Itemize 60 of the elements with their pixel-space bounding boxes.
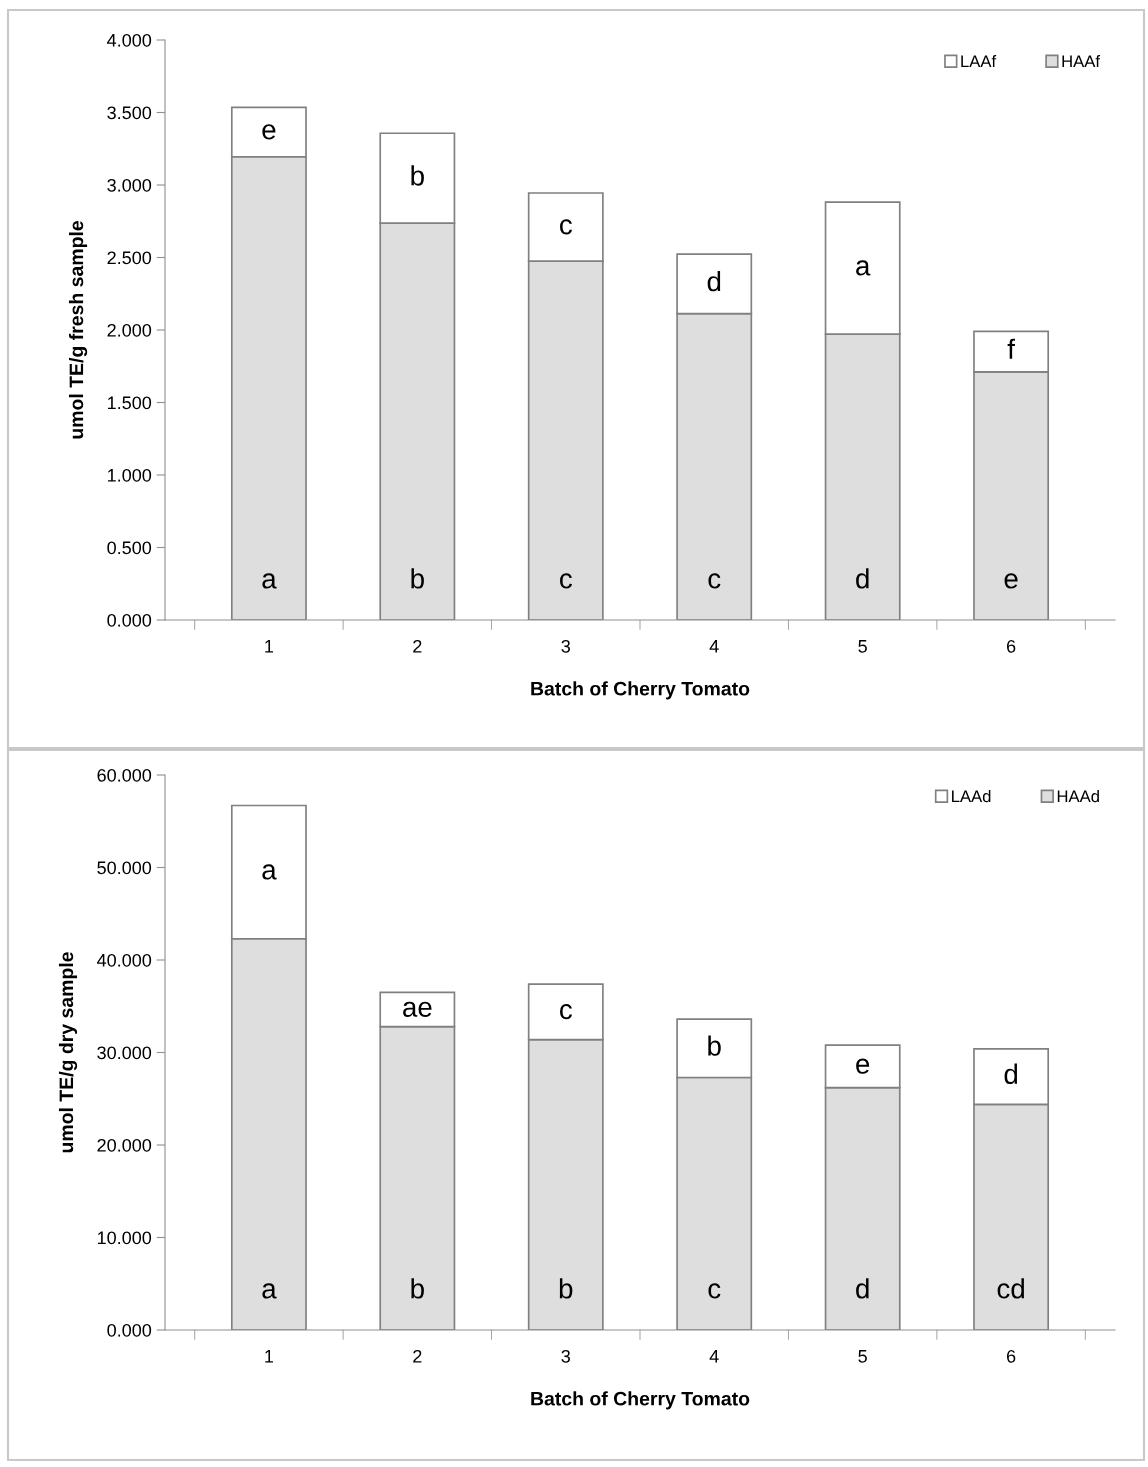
x-tick-label: 5 (858, 1350, 867, 1363)
x-axis-title: Batch of Cherry Tomato (531, 1391, 750, 1410)
x-tick-label: 3 (561, 639, 571, 653)
y-tick-label: 20.000 (97, 1138, 152, 1152)
annotation: d (856, 568, 869, 589)
legend-label: HAAf (1062, 55, 1101, 68)
annotation: a (262, 573, 277, 589)
y-tick-label: 10.000 (97, 1231, 152, 1245)
annotation: d (707, 270, 721, 292)
annotation: e (262, 124, 276, 140)
x-tick-label: 2 (413, 1349, 422, 1363)
annotation: cd (997, 1278, 1024, 1299)
legend-label: HAAd (1057, 790, 1099, 803)
annotation: c (560, 573, 572, 589)
y-axis-title: umol TE/g dry sample (58, 952, 78, 1153)
annotation: c (708, 1283, 721, 1299)
y-tick-label: 3.500 (107, 106, 152, 120)
y-tick-label: 0.000 (107, 1323, 152, 1337)
legend-label: LAAf (961, 55, 997, 68)
y-tick-label: 0.500 (107, 541, 152, 555)
annotation: f (1007, 338, 1015, 359)
x-tick-label: 4 (709, 1350, 719, 1363)
x-tick-label: 1 (265, 1350, 274, 1363)
y-tick-label: 50.000 (97, 861, 152, 875)
y-tick-label: 0.000 (107, 613, 152, 627)
annotation: ae (403, 1001, 432, 1017)
y-tick-label: 60.000 (97, 768, 152, 782)
y-tick-label: 30.000 (97, 1046, 152, 1060)
x-tick-label: 1 (265, 640, 274, 653)
y-tick-label: 40.000 (97, 953, 152, 967)
annotation: d (1004, 1063, 1018, 1085)
annotation: a (262, 864, 277, 880)
annotation: c (708, 573, 721, 589)
annotation: b (708, 1035, 721, 1056)
x-tick-label: 2 (413, 639, 422, 653)
x-tick-label: 6 (1006, 639, 1016, 653)
y-tick-label: 2.500 (107, 251, 152, 265)
annotation: c (560, 219, 572, 235)
y-axis-title: umol TE/g fresh sample (68, 220, 88, 439)
annotation: e (1004, 573, 1018, 589)
x-tick-label: 3 (561, 1349, 571, 1363)
annotation: a (856, 260, 871, 276)
annotation: e (856, 1058, 870, 1074)
y-tick-label: 4.000 (107, 33, 152, 47)
annotation: c (560, 1004, 572, 1020)
annotation: b (559, 1278, 573, 1299)
annotation: a (262, 1283, 277, 1299)
annotation: b (411, 568, 424, 589)
y-tick-label: 2.000 (107, 323, 152, 337)
legend-label: LAAd (952, 790, 991, 803)
annotation: d (856, 1278, 869, 1299)
x-axis-title: Batch of Cherry Tomato (531, 681, 750, 700)
annotation: b (411, 165, 424, 186)
y-tick-label: 3.000 (107, 178, 152, 192)
y-tick-label: 1.000 (108, 468, 152, 482)
x-tick-label: 6 (1006, 1349, 1016, 1363)
x-tick-label: 5 (858, 640, 867, 653)
x-tick-label: 4 (709, 640, 719, 653)
y-tick-label: 1.500 (108, 396, 152, 410)
annotation: b (411, 1278, 424, 1299)
